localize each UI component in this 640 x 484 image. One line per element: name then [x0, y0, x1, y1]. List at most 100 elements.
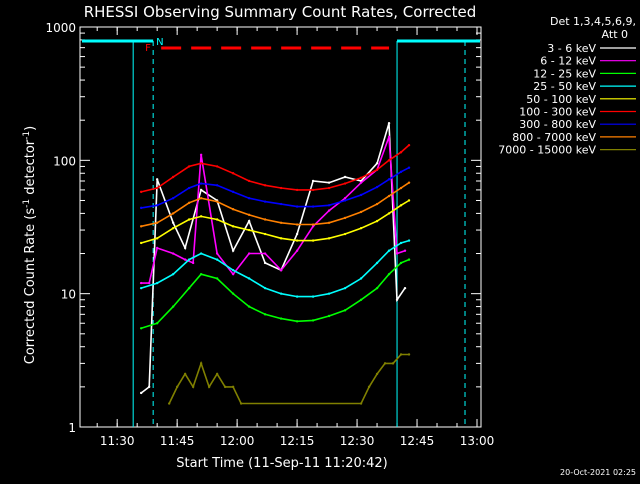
series-point-7-18 — [407, 181, 411, 184]
series-point-8-7 — [223, 385, 227, 389]
series-point-6-8 — [263, 200, 267, 203]
series-point-3-10 — [295, 295, 299, 298]
series-point-1-14 — [327, 209, 331, 212]
y-tick-label-3: 1000 — [45, 21, 76, 35]
series-point-5-12 — [327, 186, 331, 190]
series-point-1-20 — [403, 249, 407, 252]
series-point-7-4 — [199, 196, 203, 200]
series-point-2-9 — [279, 317, 283, 320]
series-point-2-0 — [139, 327, 143, 330]
series-point-4-12 — [327, 237, 331, 240]
series-point-7-12 — [327, 221, 331, 225]
series-point-0-11 — [295, 232, 299, 236]
series-point-8-4 — [199, 362, 203, 365]
series-point-7-11 — [311, 223, 315, 226]
x-tick-label-3: 12:15 — [280, 434, 315, 448]
series-point-5-10 — [295, 188, 299, 192]
series-point-1-3 — [171, 252, 175, 255]
series-point-0-7 — [231, 249, 235, 252]
series-point-3-15 — [375, 261, 379, 265]
series-point-1-7 — [215, 252, 219, 255]
series-point-7-2 — [171, 212, 175, 215]
series-point-5-4 — [199, 162, 203, 165]
series-point-1-8 — [231, 272, 235, 276]
series-point-4-10 — [295, 239, 299, 242]
legend-label-3: 25 - 50 keV — [533, 80, 596, 93]
series-point-1-11 — [279, 268, 283, 272]
series-point-6-11 — [311, 205, 315, 208]
series-point-6-18 — [407, 166, 411, 169]
series-point-7-8 — [263, 218, 267, 221]
series-point-4-15 — [375, 219, 379, 223]
x-tick-label-1: 11:45 — [160, 434, 195, 448]
footer-timestamp: 20-Oct-2021 02:25 — [560, 468, 636, 477]
series-point-6-12 — [327, 204, 331, 207]
series-point-7-3 — [187, 201, 191, 205]
series-point-1-13 — [311, 225, 315, 228]
series-point-0-14 — [343, 175, 347, 179]
series-point-4-3 — [187, 218, 191, 221]
series-point-2-10 — [295, 320, 299, 323]
series-point-0-9 — [263, 261, 267, 265]
chart-title: RHESSI Observing Summary Count Rates, Co… — [84, 3, 477, 21]
series-point-5-11 — [311, 188, 315, 192]
series-point-4-9 — [279, 237, 283, 240]
legend-label-4: 50 - 100 keV — [526, 93, 596, 106]
series-point-6-1 — [155, 204, 159, 207]
series-point-4-17 — [399, 204, 403, 207]
series-point-3-4 — [199, 252, 203, 255]
series-point-3-14 — [359, 277, 363, 280]
series-point-5-17 — [399, 151, 403, 154]
series-point-7-15 — [375, 202, 379, 206]
x-tick-label-6: 13:00 — [460, 434, 495, 448]
series-point-4-7 — [247, 228, 251, 232]
series-point-3-9 — [279, 292, 283, 295]
series-point-2-12 — [327, 314, 331, 318]
series-point-0-19 — [403, 286, 407, 290]
series-point-1-6 — [199, 153, 203, 157]
series-point-2-8 — [263, 313, 267, 316]
series-point-0-2 — [155, 178, 159, 181]
series-point-8-11 — [367, 385, 371, 389]
series-point-2-2 — [171, 305, 175, 308]
series-line-5 — [141, 144, 410, 193]
series-point-3-6 — [231, 268, 235, 272]
series-point-0-0 — [139, 391, 143, 395]
legend-label-0: 3 - 6 keV — [547, 42, 596, 55]
series-point-8-6 — [215, 372, 219, 376]
series-point-3-17 — [399, 241, 403, 245]
series-line-8 — [168, 353, 409, 405]
series-point-6-17 — [399, 170, 403, 174]
y-tick-label-0: 1 — [68, 421, 76, 435]
series-line-3 — [140, 239, 410, 298]
series-point-5-1 — [155, 186, 159, 190]
series-line-7 — [141, 182, 410, 228]
series-point-0-18 — [395, 298, 399, 301]
series-point-6-16 — [387, 178, 391, 181]
legend-header-line2: Att 0 — [602, 28, 628, 41]
series-point-7-6 — [231, 208, 235, 211]
series-point-6-7 — [247, 196, 251, 200]
series-point-5-0 — [139, 190, 143, 194]
series-point-5-15 — [375, 168, 379, 171]
series-point-1-4 — [183, 258, 187, 261]
series-point-6-6 — [231, 190, 235, 194]
series-point-8-15 — [399, 353, 403, 356]
series-point-8-0 — [167, 402, 171, 405]
y-tick-label-1: 10 — [61, 288, 76, 302]
series-point-3-11 — [311, 295, 315, 298]
series-point-0-4 — [183, 246, 187, 250]
series-point-8-1 — [175, 385, 179, 389]
y-axis-label: Corrected Count Rate (s-1 detector-1) — [22, 126, 38, 364]
legend-label-6: 300 - 800 keV — [519, 118, 596, 131]
series-point-1-2 — [155, 246, 159, 250]
series-point-2-3 — [187, 286, 191, 290]
x-axis-label: Start Time (11-Sep-11 11:20:42) — [176, 456, 387, 471]
series-point-2-18 — [407, 258, 411, 261]
series-point-6-10 — [295, 205, 299, 208]
series-point-6-2 — [171, 196, 175, 200]
series-point-2-6 — [231, 292, 235, 295]
plot-frame — [79, 26, 482, 428]
night-flag-label: N — [156, 37, 163, 48]
